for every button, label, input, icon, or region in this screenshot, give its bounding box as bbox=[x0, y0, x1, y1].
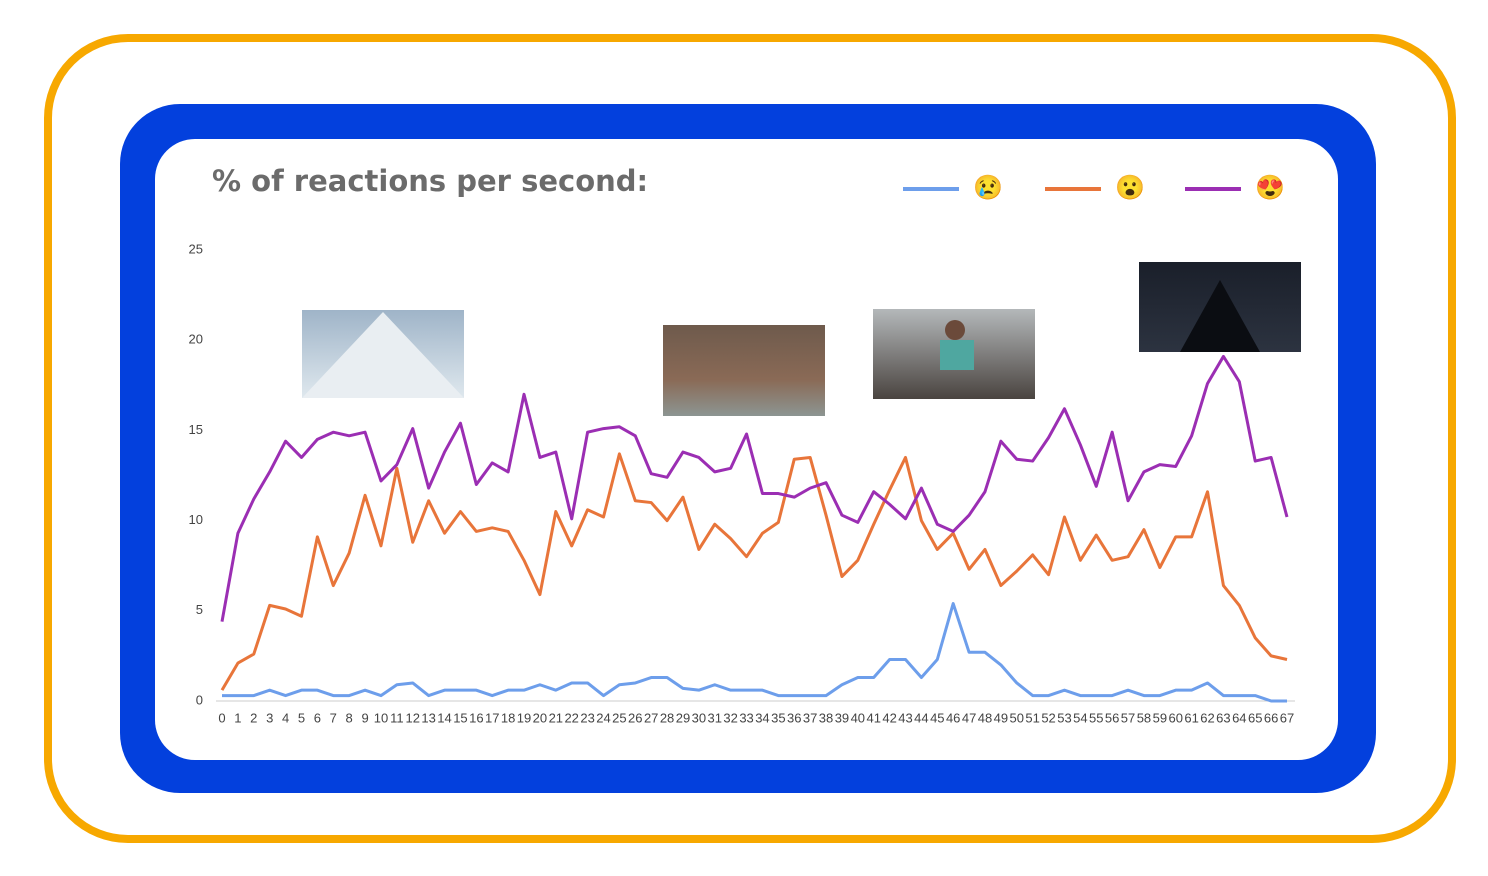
x-tick-label: 67 bbox=[1280, 710, 1294, 725]
x-tick-label: 60 bbox=[1168, 710, 1182, 725]
x-tick-label: 43 bbox=[898, 710, 912, 725]
x-tick-label: 29 bbox=[676, 710, 690, 725]
x-tick-label: 59 bbox=[1153, 710, 1167, 725]
x-tick-label: 45 bbox=[930, 710, 944, 725]
x-tick-label: 34 bbox=[755, 710, 769, 725]
y-tick-label: 5 bbox=[196, 602, 203, 617]
x-tick-label: 42 bbox=[882, 710, 896, 725]
x-tick-label: 65 bbox=[1248, 710, 1262, 725]
x-tick-label: 3 bbox=[266, 710, 273, 725]
thumbnail bbox=[663, 325, 825, 416]
x-tick-label: 5 bbox=[298, 710, 305, 725]
x-tick-label: 39 bbox=[835, 710, 849, 725]
x-tick-label: 2 bbox=[250, 710, 257, 725]
legend-label: 😢 bbox=[973, 174, 1003, 201]
x-tick-label: 1 bbox=[234, 710, 241, 725]
x-tick-label: 63 bbox=[1216, 710, 1230, 725]
x-tick-label: 47 bbox=[962, 710, 976, 725]
x-tick-label: 18 bbox=[501, 710, 515, 725]
x-tick-label: 4 bbox=[282, 710, 289, 725]
x-tick-label: 6 bbox=[314, 710, 321, 725]
x-tick-label: 54 bbox=[1073, 710, 1087, 725]
x-tick-label: 7 bbox=[330, 710, 337, 725]
x-tick-label: 24 bbox=[596, 710, 610, 725]
chart-title: % of reactions per second: bbox=[212, 164, 648, 198]
x-tick-label: 23 bbox=[580, 710, 594, 725]
x-tick-label: 35 bbox=[771, 710, 785, 725]
y-tick-label: 20 bbox=[189, 332, 203, 347]
y-tick-label: 15 bbox=[189, 422, 203, 437]
x-tick-label: 50 bbox=[1010, 710, 1024, 725]
chart-card bbox=[155, 139, 1338, 760]
x-tick-label: 22 bbox=[564, 710, 578, 725]
x-tick-label: 41 bbox=[866, 710, 880, 725]
x-tick-label: 17 bbox=[485, 710, 499, 725]
x-tick-label: 40 bbox=[851, 710, 865, 725]
x-tick-label: 21 bbox=[549, 710, 563, 725]
x-tick-label: 56 bbox=[1105, 710, 1119, 725]
x-tick-label: 30 bbox=[692, 710, 706, 725]
x-tick-label: 31 bbox=[708, 710, 722, 725]
legend-label: 😍 bbox=[1255, 174, 1285, 201]
series-line bbox=[222, 602, 1287, 703]
x-tick-label: 38 bbox=[819, 710, 833, 725]
x-tick-label: 53 bbox=[1057, 710, 1071, 725]
x-tick-label: 10 bbox=[374, 710, 388, 725]
x-tick-label: 15 bbox=[453, 710, 467, 725]
x-tick-label: 33 bbox=[739, 710, 753, 725]
thumbnail-detail bbox=[302, 312, 464, 398]
x-tick-label: 37 bbox=[803, 710, 817, 725]
x-tick-label: 48 bbox=[978, 710, 992, 725]
x-tick-label: 57 bbox=[1121, 710, 1135, 725]
x-tick-label: 25 bbox=[612, 710, 626, 725]
thumbnail-detail bbox=[945, 320, 965, 340]
x-tick-label: 28 bbox=[660, 710, 674, 725]
series-line bbox=[220, 354, 1289, 622]
y-tick-label: 25 bbox=[189, 241, 203, 256]
y-tick-label: 10 bbox=[189, 512, 203, 527]
x-tick-label: 58 bbox=[1137, 710, 1151, 725]
x-tick-label: 32 bbox=[723, 710, 737, 725]
x-tick-label: 8 bbox=[346, 710, 353, 725]
x-tick-label: 51 bbox=[1025, 710, 1039, 725]
x-tick-label: 49 bbox=[994, 710, 1008, 725]
legend-label: 😮 bbox=[1115, 174, 1145, 201]
x-tick-label: 66 bbox=[1264, 710, 1278, 725]
x-tick-label: 55 bbox=[1089, 710, 1103, 725]
x-tick-label: 44 bbox=[914, 710, 928, 725]
x-tick-label: 26 bbox=[628, 710, 642, 725]
x-tick-label: 19 bbox=[517, 710, 531, 725]
x-tick-label: 36 bbox=[787, 710, 801, 725]
series-line bbox=[220, 452, 1288, 691]
x-tick-label: 11 bbox=[390, 710, 404, 725]
x-tick-label: 20 bbox=[533, 710, 547, 725]
x-tick-label: 64 bbox=[1232, 710, 1246, 725]
x-tick-label: 13 bbox=[421, 710, 435, 725]
x-tick-label: 52 bbox=[1041, 710, 1055, 725]
x-tick-label: 9 bbox=[361, 710, 368, 725]
y-tick-label: 0 bbox=[196, 692, 203, 707]
x-tick-label: 16 bbox=[469, 710, 483, 725]
thumbnail-detail bbox=[940, 340, 974, 370]
x-tick-label: 61 bbox=[1184, 710, 1198, 725]
thumbnail-detail bbox=[1180, 280, 1260, 352]
x-tick-label: 0 bbox=[218, 710, 225, 725]
x-tick-label: 27 bbox=[644, 710, 658, 725]
x-tick-label: 46 bbox=[946, 710, 960, 725]
x-tick-label: 14 bbox=[437, 710, 451, 725]
x-tick-label: 62 bbox=[1200, 710, 1214, 725]
x-tick-label: 12 bbox=[406, 710, 420, 725]
